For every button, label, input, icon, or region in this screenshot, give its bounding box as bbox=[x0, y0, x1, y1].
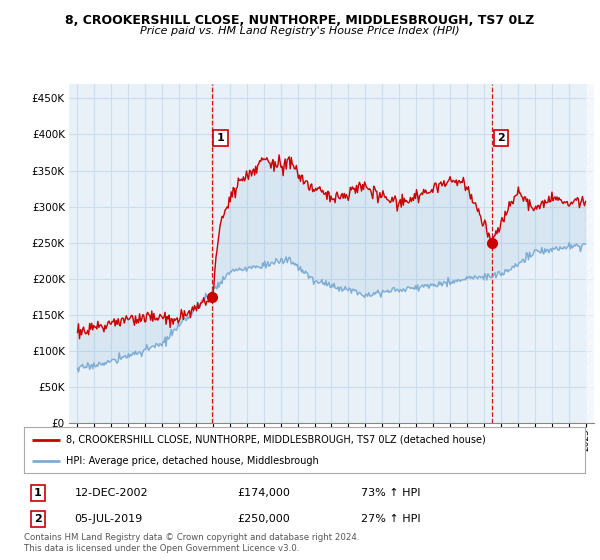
Text: 27% ↑ HPI: 27% ↑ HPI bbox=[361, 514, 420, 524]
Text: £174,000: £174,000 bbox=[237, 488, 290, 498]
Text: HPI: Average price, detached house, Middlesbrough: HPI: Average price, detached house, Midd… bbox=[66, 456, 319, 466]
Text: Contains HM Land Registry data © Crown copyright and database right 2024.
This d: Contains HM Land Registry data © Crown c… bbox=[24, 533, 359, 553]
Text: 2: 2 bbox=[34, 514, 42, 524]
Text: 1: 1 bbox=[217, 133, 224, 143]
Text: Price paid vs. HM Land Registry's House Price Index (HPI): Price paid vs. HM Land Registry's House … bbox=[140, 26, 460, 36]
Text: 73% ↑ HPI: 73% ↑ HPI bbox=[361, 488, 420, 498]
Text: 05-JUL-2019: 05-JUL-2019 bbox=[74, 514, 143, 524]
Text: 1: 1 bbox=[34, 488, 42, 498]
Bar bbox=[586, 84, 594, 423]
Text: 8, CROOKERSHILL CLOSE, NUNTHORPE, MIDDLESBROUGH, TS7 0LZ: 8, CROOKERSHILL CLOSE, NUNTHORPE, MIDDLE… bbox=[65, 14, 535, 27]
Text: 12-DEC-2002: 12-DEC-2002 bbox=[74, 488, 148, 498]
Text: 8, CROOKERSHILL CLOSE, NUNTHORPE, MIDDLESBROUGH, TS7 0LZ (detached house): 8, CROOKERSHILL CLOSE, NUNTHORPE, MIDDLE… bbox=[66, 435, 486, 445]
Text: £250,000: £250,000 bbox=[237, 514, 290, 524]
Text: 2: 2 bbox=[497, 133, 505, 143]
